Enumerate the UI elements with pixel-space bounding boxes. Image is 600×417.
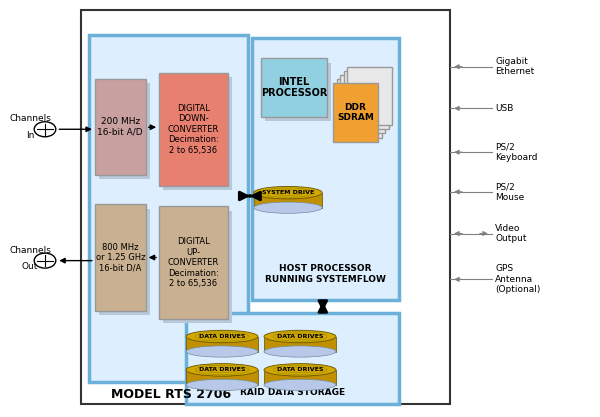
Text: DDR
SDRAM: DDR SDRAM <box>337 103 374 122</box>
Text: DATA DRIVES: DATA DRIVES <box>199 367 245 372</box>
Ellipse shape <box>186 346 258 357</box>
Ellipse shape <box>264 379 336 390</box>
Bar <box>95 79 146 175</box>
Bar <box>81 10 450 404</box>
Ellipse shape <box>186 379 258 390</box>
Ellipse shape <box>186 330 258 343</box>
Bar <box>347 67 392 125</box>
Ellipse shape <box>264 330 336 343</box>
Bar <box>186 337 258 352</box>
Ellipse shape <box>186 364 258 376</box>
Bar <box>186 313 399 404</box>
Bar <box>159 73 228 186</box>
Text: Channels: Channels <box>9 114 51 123</box>
Bar <box>264 370 336 385</box>
Bar <box>264 337 336 352</box>
Bar <box>163 211 232 323</box>
Text: HOST PROCESSOR
RUNNING SYSTEMFLOW: HOST PROCESSOR RUNNING SYSTEMFLOW <box>265 264 386 284</box>
Bar <box>159 206 228 319</box>
Ellipse shape <box>264 364 336 376</box>
Text: DATA DRIVES: DATA DRIVES <box>277 367 323 372</box>
Text: In: In <box>26 131 34 140</box>
Ellipse shape <box>264 346 336 357</box>
Bar <box>340 75 385 133</box>
Text: PS/2
Keyboard: PS/2 Keyboard <box>495 143 538 162</box>
Text: SYSTEM DRIVE: SYSTEM DRIVE <box>262 190 314 195</box>
Text: DATA DRIVES: DATA DRIVES <box>277 334 323 339</box>
Bar <box>99 83 150 179</box>
Ellipse shape <box>264 368 336 374</box>
Ellipse shape <box>186 368 258 374</box>
Bar <box>95 204 146 311</box>
Circle shape <box>34 253 56 268</box>
Text: USB: USB <box>495 104 514 113</box>
Ellipse shape <box>264 334 336 341</box>
Text: 200 MHz
16-bit A/D: 200 MHz 16-bit A/D <box>97 118 143 137</box>
Ellipse shape <box>254 191 322 197</box>
Text: MODEL RTS 2706: MODEL RTS 2706 <box>111 387 231 401</box>
Bar <box>337 79 382 138</box>
Bar <box>99 208 150 315</box>
Text: Gigabit
Ethernet: Gigabit Ethernet <box>495 57 534 76</box>
Text: RAID DATA STORAGE: RAID DATA STORAGE <box>240 388 345 397</box>
Bar <box>89 35 248 382</box>
Bar <box>333 83 378 142</box>
Bar <box>344 71 389 129</box>
Bar <box>261 58 327 117</box>
Text: DATA DRIVES: DATA DRIVES <box>199 334 245 339</box>
Bar <box>254 193 322 208</box>
Bar <box>252 38 399 300</box>
Text: PS/2
Mouse: PS/2 Mouse <box>495 182 524 201</box>
Text: Channels: Channels <box>9 246 51 255</box>
Text: INTEL
PROCESSOR: INTEL PROCESSOR <box>261 77 327 98</box>
Ellipse shape <box>254 202 322 214</box>
Text: Video
Output: Video Output <box>495 224 527 243</box>
Ellipse shape <box>254 186 322 199</box>
Text: GPS
Antenna
(Optional): GPS Antenna (Optional) <box>495 264 541 294</box>
Text: DIGITAL
DOWN-
CONVERTER
Decimation:
2 to 65,536: DIGITAL DOWN- CONVERTER Decimation: 2 to… <box>168 104 219 155</box>
Bar <box>163 77 232 190</box>
Text: DIGITAL
UP-
CONVERTER
Decimation:
2 to 65,536: DIGITAL UP- CONVERTER Decimation: 2 to 6… <box>168 237 219 288</box>
Text: Out: Out <box>22 262 38 271</box>
Bar <box>265 63 331 121</box>
Ellipse shape <box>186 334 258 341</box>
Bar <box>186 370 258 385</box>
Circle shape <box>34 122 56 137</box>
Text: 800 MHz
or 1.25 GHz
16-bit D/A: 800 MHz or 1.25 GHz 16-bit D/A <box>95 243 145 272</box>
